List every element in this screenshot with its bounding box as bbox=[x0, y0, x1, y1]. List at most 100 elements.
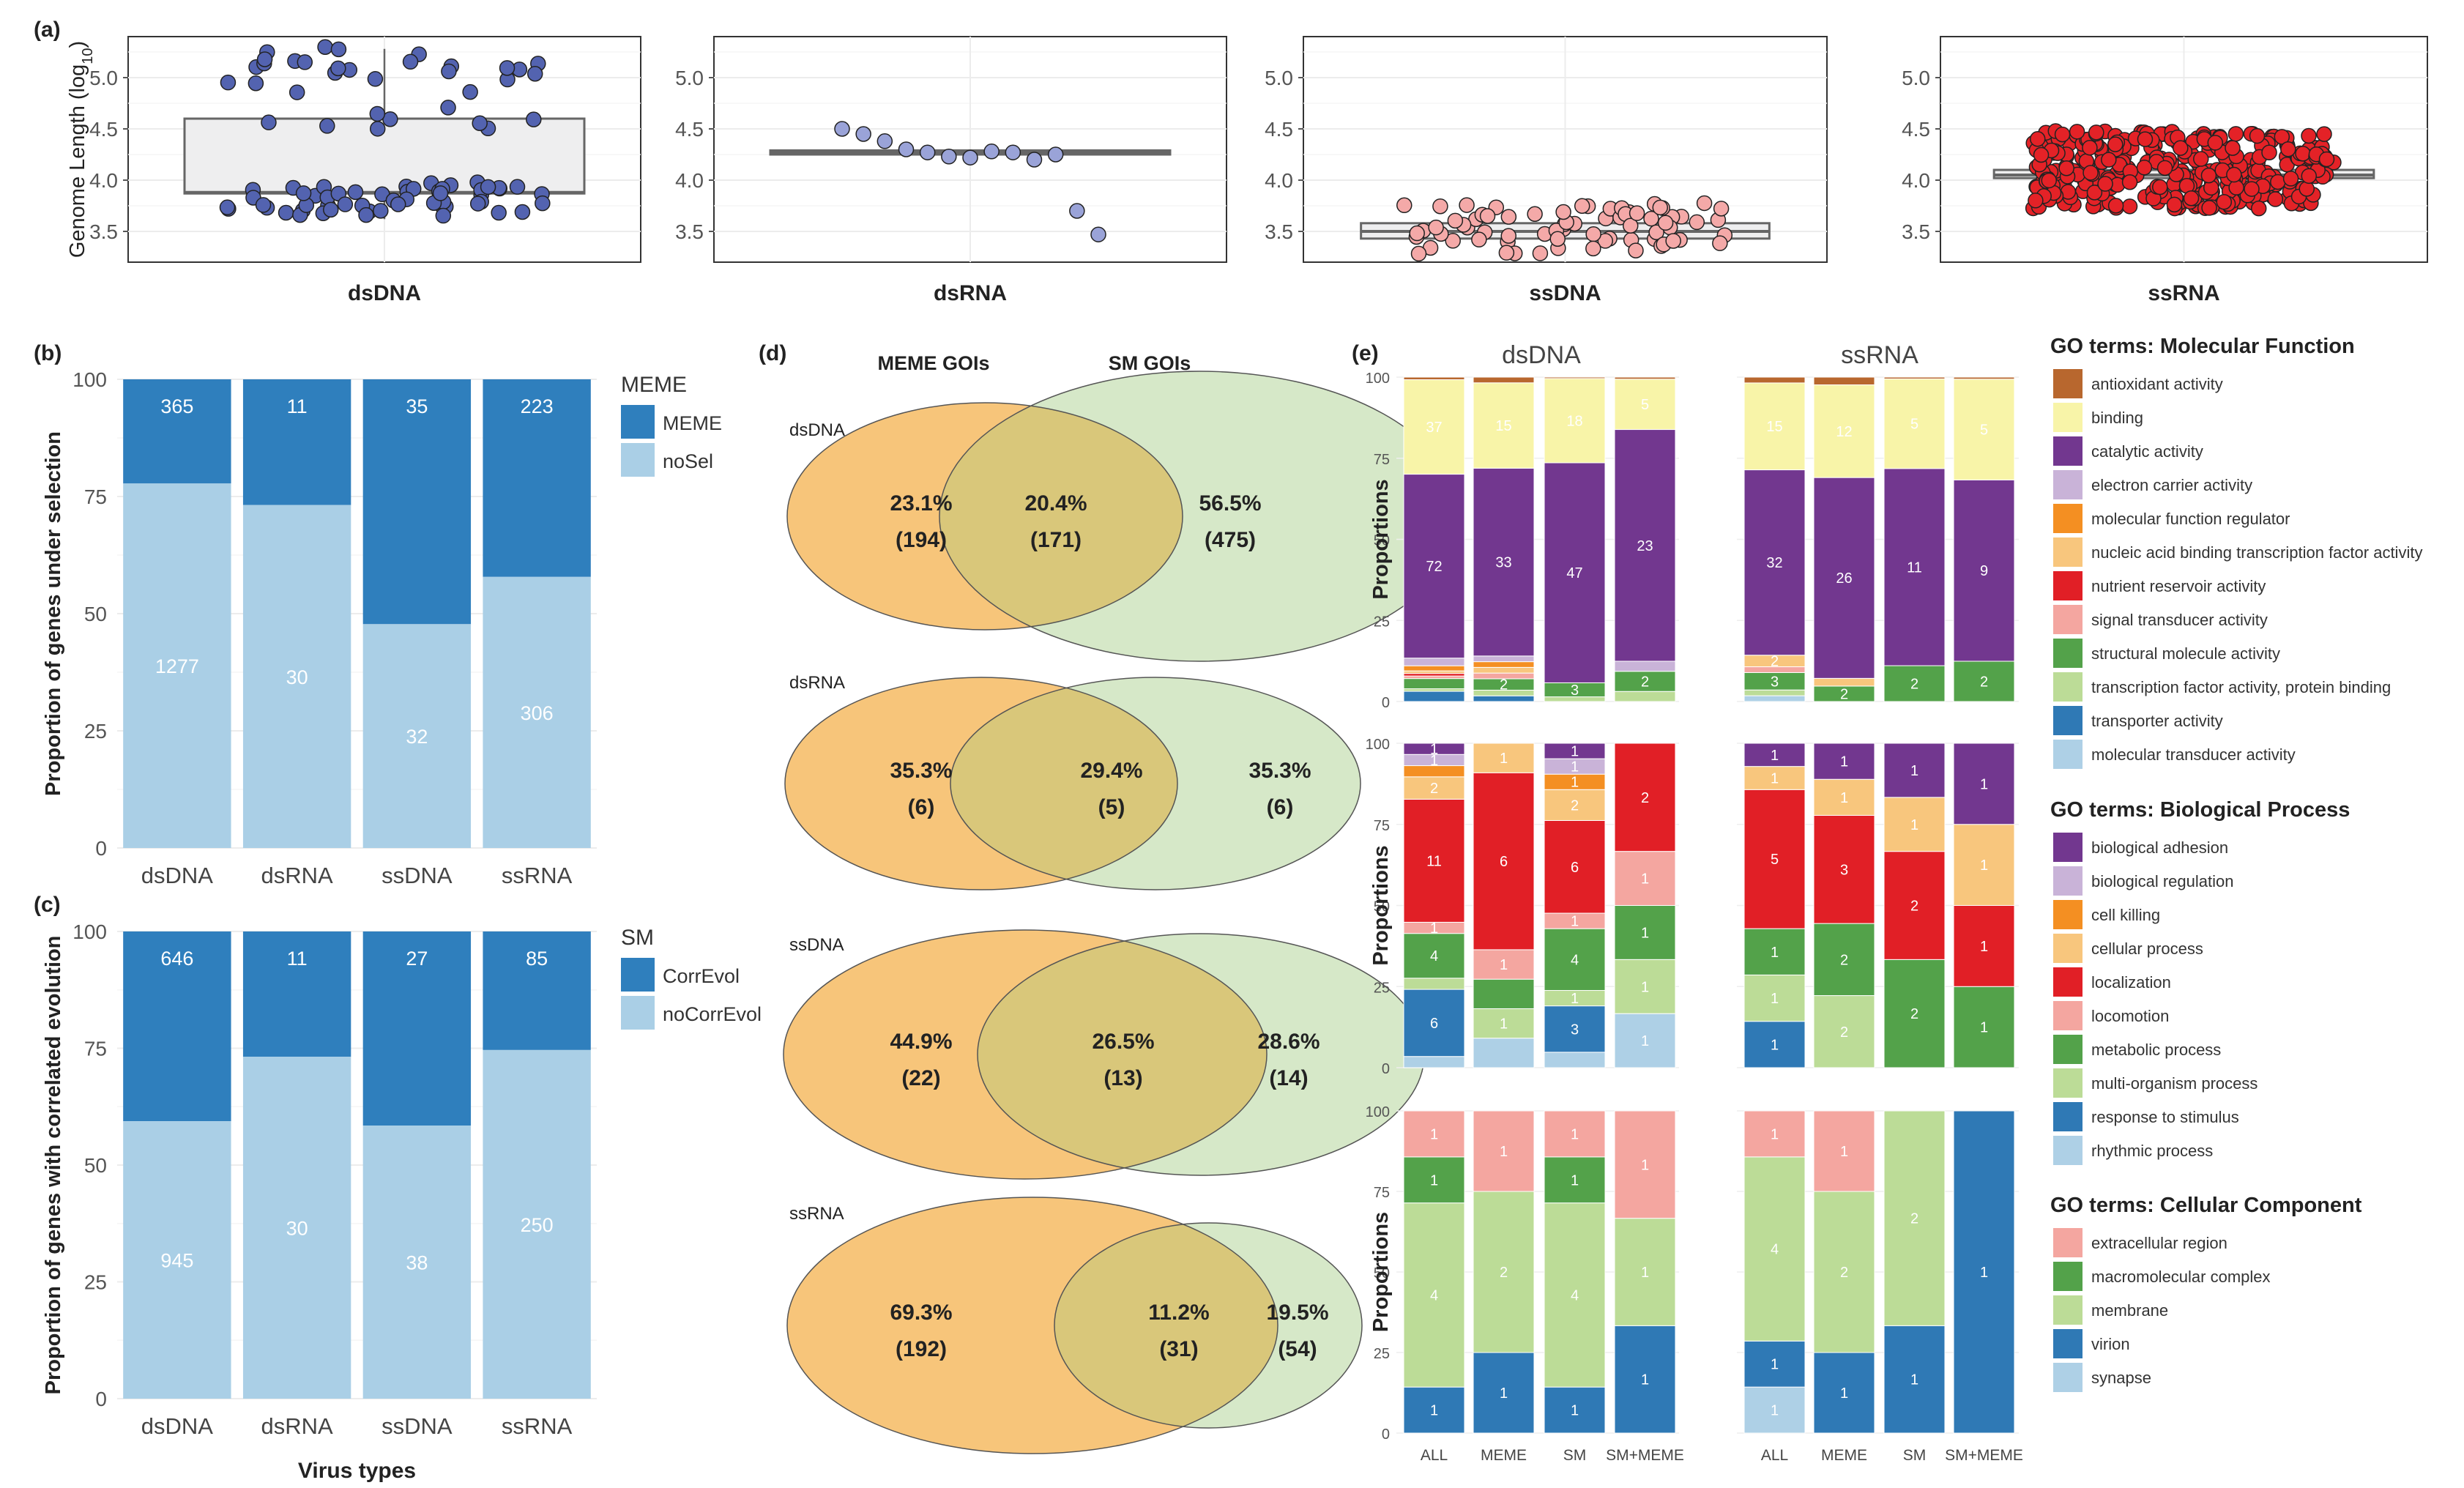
bar-segment-count: 5 bbox=[1910, 417, 1918, 433]
venn-overlap bbox=[950, 677, 1177, 890]
bar-segment-antioxidant-activity bbox=[1743, 376, 1806, 384]
bar-count-label: 85 bbox=[526, 948, 548, 970]
genome-length-ssRNA: 3.5 4.0 4.5 5.0 ssRNA bbox=[1902, 36, 2428, 305]
legend-swatch bbox=[2053, 740, 2083, 769]
y-tick-label: 100 bbox=[1366, 371, 1390, 387]
bar-segment-count: 1 bbox=[1641, 1265, 1649, 1281]
legend-label: synapse bbox=[2091, 1369, 2151, 1387]
venn-outline-meme bbox=[783, 929, 1268, 1180]
bar-segment-count: 3 bbox=[1571, 1022, 1579, 1038]
y-tick-label: 25 bbox=[1374, 1346, 1390, 1362]
panel-label-e: (e) bbox=[1352, 341, 1379, 365]
legend-label: molecular transducer activity bbox=[2091, 745, 2296, 764]
bar-segment-biological-adhesion bbox=[1953, 743, 2015, 825]
bar-segment-membrane bbox=[1883, 1110, 1946, 1326]
bar-noSel-ssRNA bbox=[483, 576, 591, 848]
y-tick-label: 3.5 bbox=[1902, 220, 1930, 243]
venn-right-percent: 28.6% bbox=[1257, 1030, 1320, 1054]
venn-outline-sm bbox=[950, 677, 1361, 890]
venn-left-percent: 44.9% bbox=[890, 1030, 952, 1054]
data-point bbox=[499, 60, 515, 76]
bar-segment-count: 4 bbox=[1430, 948, 1438, 964]
bar-segment-count: 1 bbox=[1771, 1037, 1779, 1053]
bar-CorrEvol-dsDNA bbox=[123, 931, 231, 1122]
y-tick-label: 4.5 bbox=[1265, 118, 1293, 141]
venn-group-label: dsDNA bbox=[789, 420, 845, 440]
bar-count-label: 35 bbox=[406, 395, 428, 417]
bar-segment-count: 1 bbox=[1571, 1172, 1579, 1188]
venn-outline-sm bbox=[1054, 1222, 1363, 1429]
y-tick-label: 3.5 bbox=[1265, 220, 1293, 243]
bar-segment-localization bbox=[1883, 851, 1946, 960]
bar-segment-count: 2 bbox=[1910, 677, 1918, 693]
venn-overlap-percent: 20.4% bbox=[1024, 491, 1087, 516]
bar-segment-antioxidant-activity bbox=[1883, 376, 1946, 379]
bar-segment-antioxidant-activity bbox=[1473, 376, 1535, 384]
bar-segment-catalytic-activity bbox=[1473, 467, 1535, 657]
bar-segment-extracellular-region bbox=[1743, 1110, 1806, 1158]
bar-segment-antioxidant-activity bbox=[1544, 376, 1606, 379]
data-point bbox=[898, 141, 915, 157]
data-point bbox=[2216, 194, 2233, 210]
data-point bbox=[1643, 210, 1659, 227]
bar-count-label: 646 bbox=[160, 948, 193, 970]
data-point bbox=[1574, 198, 1590, 215]
legend-title: GO terms: Cellular Component bbox=[2050, 1194, 2362, 1217]
bar-segment-electron-carrier-activity bbox=[1403, 658, 1465, 666]
data-point bbox=[2316, 126, 2332, 142]
panel-a-genome-length: 3.5 4.0 4.5 5.0 dsDNA 3.5 4.0 4.5 5.0 dsRNA 3.5 4.0… bbox=[66, 36, 2428, 305]
bar-segment-metabolic-process bbox=[1953, 986, 2015, 1068]
bar-segment-localization bbox=[1743, 789, 1806, 929]
legend-swatch bbox=[2053, 833, 2083, 862]
bar-segment-binding bbox=[1544, 378, 1606, 464]
venn-overlap-count: (171) bbox=[1030, 528, 1082, 552]
y-tick-label: 5.0 bbox=[89, 67, 118, 89]
bar-segment-electron-carrier-activity bbox=[1473, 655, 1535, 663]
bar-segment-biological-adhesion bbox=[1544, 743, 1606, 759]
bar-segment-count: 2 bbox=[1571, 797, 1579, 814]
venn-overlap-count: (5) bbox=[1098, 795, 1125, 819]
x-category-label: ssRNA bbox=[502, 863, 573, 888]
bar-segment-count: 1 bbox=[1571, 759, 1579, 775]
bar-segment-catalytic-activity bbox=[1953, 479, 2015, 662]
genome-length-dsRNA: 3.5 4.0 4.5 5.0 dsRNA bbox=[675, 36, 1227, 305]
legend-swatch bbox=[2053, 605, 2083, 634]
bar-segment-count: 2 bbox=[1910, 1006, 1918, 1022]
data-point bbox=[472, 115, 488, 131]
data-point bbox=[1090, 226, 1106, 242]
y-tick-label: 4.0 bbox=[675, 169, 704, 192]
data-point bbox=[1445, 233, 1461, 249]
venn-group-label: ssDNA bbox=[789, 935, 844, 955]
data-point bbox=[941, 149, 957, 165]
y-axis-label: Proportions bbox=[1369, 845, 1393, 965]
bar-segment-extracellular-region bbox=[1614, 1110, 1676, 1219]
legend-label: transcription factor activity, protein b… bbox=[2091, 678, 2391, 696]
data-point bbox=[358, 207, 374, 223]
legend-label: multi-organism process bbox=[2091, 1074, 2258, 1093]
data-point bbox=[1585, 226, 1601, 242]
data-point bbox=[983, 144, 1000, 160]
data-point bbox=[2082, 139, 2098, 156]
bar-segment-count: 1 bbox=[1641, 1033, 1649, 1049]
data-point bbox=[2029, 131, 2046, 147]
bar-segment-count: 15 bbox=[1766, 419, 1782, 435]
bar-segment-extracellular-region bbox=[1544, 1110, 1606, 1158]
data-point bbox=[256, 51, 273, 67]
bar-segment-count: 1 bbox=[1571, 1126, 1579, 1142]
legend-label: structural molecule activity bbox=[2091, 644, 2280, 663]
legend-label-noCorrEvol: noCorrEvol bbox=[663, 1003, 762, 1025]
legend-swatch bbox=[2053, 1295, 2083, 1325]
data-point bbox=[390, 196, 406, 212]
data-point bbox=[919, 144, 936, 160]
bar-segment-virion bbox=[1813, 1352, 1875, 1434]
y-tick-label: 100 bbox=[1366, 1104, 1390, 1120]
bar-segment-count: 1 bbox=[1771, 1126, 1779, 1142]
bar-segment-count: 1 bbox=[1571, 914, 1579, 930]
bar-segment-binding bbox=[1403, 379, 1465, 475]
data-point bbox=[1555, 204, 1571, 220]
bar-segment-biological-adhesion bbox=[1883, 743, 1946, 798]
bar-segment-rhythmic-process bbox=[1614, 1013, 1676, 1068]
legend-swatch-CorrEvol bbox=[621, 958, 655, 992]
data-point bbox=[219, 199, 236, 215]
